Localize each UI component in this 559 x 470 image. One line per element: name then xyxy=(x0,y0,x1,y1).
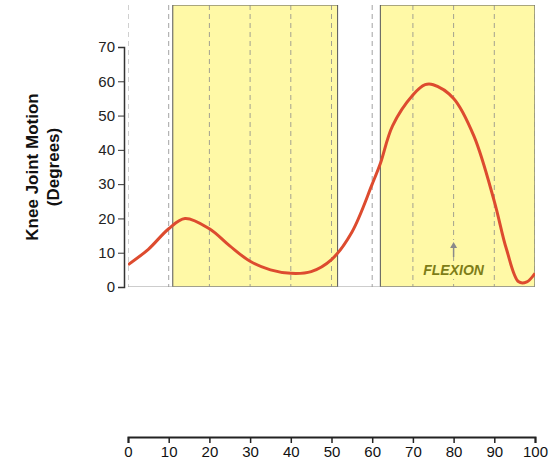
x-tick-label: 50 xyxy=(324,443,341,460)
grid-line xyxy=(412,5,413,287)
chart: 0 10 20 30 40 50 60 70 0 10 20 30 40 50 60 70 80 90 100 Kne… xyxy=(0,0,559,470)
baseline xyxy=(128,287,535,288)
x-tick: 40 xyxy=(283,437,300,460)
y-tick-mark xyxy=(118,116,124,117)
y-tick-label: 60 xyxy=(98,73,115,90)
grid-line xyxy=(209,5,210,287)
y-tick-label: 70 xyxy=(98,38,115,55)
grid-line xyxy=(494,5,495,287)
annotation-patch xyxy=(421,261,487,279)
phase-band xyxy=(380,5,535,287)
y-axis-line xyxy=(118,48,125,288)
arrow-patch xyxy=(448,240,460,257)
grid-line xyxy=(331,5,332,287)
y-axis-title-line: Knee Joint Motion xyxy=(23,93,42,240)
grid-line xyxy=(372,5,373,287)
x-tick-label: 20 xyxy=(202,443,219,460)
y-tick-label: 10 xyxy=(98,244,115,261)
x-tick: 60 xyxy=(364,437,381,460)
y-tick: 50 xyxy=(98,107,124,124)
y-axis: 0 10 20 30 40 50 60 70 xyxy=(98,38,124,295)
x-tick-label: 70 xyxy=(405,443,422,460)
y-tick: 70 xyxy=(98,38,124,55)
grid-line xyxy=(168,5,169,287)
y-tick-label: 40 xyxy=(98,141,115,158)
grid-line xyxy=(250,5,251,287)
x-tick: 0 xyxy=(124,437,132,460)
y-tick-mark xyxy=(118,253,124,254)
grid-line xyxy=(535,5,536,287)
y-tick-label: 30 xyxy=(98,175,115,192)
x-tick-label: 60 xyxy=(364,443,381,460)
y-tick: 40 xyxy=(98,141,124,158)
grid-line xyxy=(128,5,129,287)
x-tick-label: 10 xyxy=(161,443,178,460)
plot-area xyxy=(128,5,535,287)
annotation-arrow xyxy=(453,247,455,257)
y-tick: 0 xyxy=(107,278,124,295)
x-tick: 100 xyxy=(523,437,548,460)
x-tick: 20 xyxy=(202,437,219,460)
y-tick-mark xyxy=(118,218,124,219)
x-tick-label: 100 xyxy=(523,443,548,460)
x-tick-label: 80 xyxy=(446,443,463,460)
y-axis-title-line: (Degrees) xyxy=(44,128,63,206)
y-axis-title: Knee Joint Motion(Degrees) xyxy=(23,93,63,240)
x-tick-label: 30 xyxy=(242,443,259,460)
y-tick: 60 xyxy=(98,73,124,90)
x-tick: 50 xyxy=(324,437,341,460)
y-tick: 20 xyxy=(98,210,124,227)
y-tick-mark xyxy=(118,47,124,48)
y-tick-label: 20 xyxy=(98,210,115,227)
x-tick: 10 xyxy=(161,437,178,460)
x-tick: 30 xyxy=(242,437,259,460)
annotation: FLEXION xyxy=(421,240,487,279)
y-tick: 30 xyxy=(98,175,124,192)
x-axis: 0 10 20 30 40 50 60 70 80 90 100 xyxy=(124,437,548,460)
x-tick-label: 40 xyxy=(283,443,300,460)
y-tick: 10 xyxy=(98,244,124,261)
y-tick-mark xyxy=(118,150,124,151)
x-tick: 80 xyxy=(446,437,463,460)
y-tick-mark xyxy=(118,184,124,185)
y-tick-mark xyxy=(118,287,124,288)
y-tick-mark xyxy=(118,81,124,82)
annotation-arrowhead xyxy=(450,242,457,248)
grid-line xyxy=(290,5,291,287)
knee-curve xyxy=(128,84,535,283)
annotation-text: FLEXION xyxy=(423,262,485,278)
x-tick: 90 xyxy=(486,437,503,460)
x-tick-label: 90 xyxy=(486,443,503,460)
y-tick-label: 50 xyxy=(98,107,115,124)
phase-band xyxy=(173,5,338,287)
y-tick-label: 0 xyxy=(107,278,115,295)
x-tick-label: 0 xyxy=(124,443,132,460)
x-tick: 70 xyxy=(405,437,422,460)
